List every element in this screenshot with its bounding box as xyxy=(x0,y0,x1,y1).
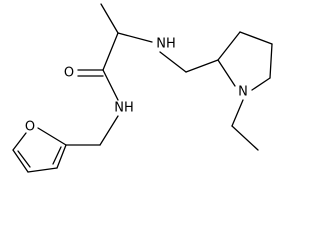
bond xyxy=(12,149,29,173)
bond xyxy=(56,144,67,169)
bond xyxy=(52,146,62,165)
bond xyxy=(239,31,273,45)
bond xyxy=(251,77,271,91)
bond xyxy=(231,99,244,127)
bond xyxy=(117,32,153,43)
bond xyxy=(102,69,119,101)
atom-label: O xyxy=(64,66,74,81)
bond xyxy=(27,167,58,173)
bond xyxy=(159,51,187,73)
bond xyxy=(217,31,241,61)
atom-label: N xyxy=(238,85,248,100)
bond xyxy=(269,43,273,79)
atom-label: NH xyxy=(156,37,176,52)
bond xyxy=(12,132,27,151)
bond xyxy=(100,3,119,34)
bond xyxy=(99,115,119,146)
bond xyxy=(185,59,219,73)
atom-label: NH xyxy=(114,101,134,116)
bonds xyxy=(12,3,273,173)
bond xyxy=(37,127,67,146)
structure-diagram: O NH NH O N xyxy=(12,3,273,173)
bond xyxy=(17,150,31,168)
bond xyxy=(231,125,259,151)
bond xyxy=(217,59,236,87)
bond xyxy=(102,32,119,71)
atom-label: O xyxy=(25,120,35,135)
